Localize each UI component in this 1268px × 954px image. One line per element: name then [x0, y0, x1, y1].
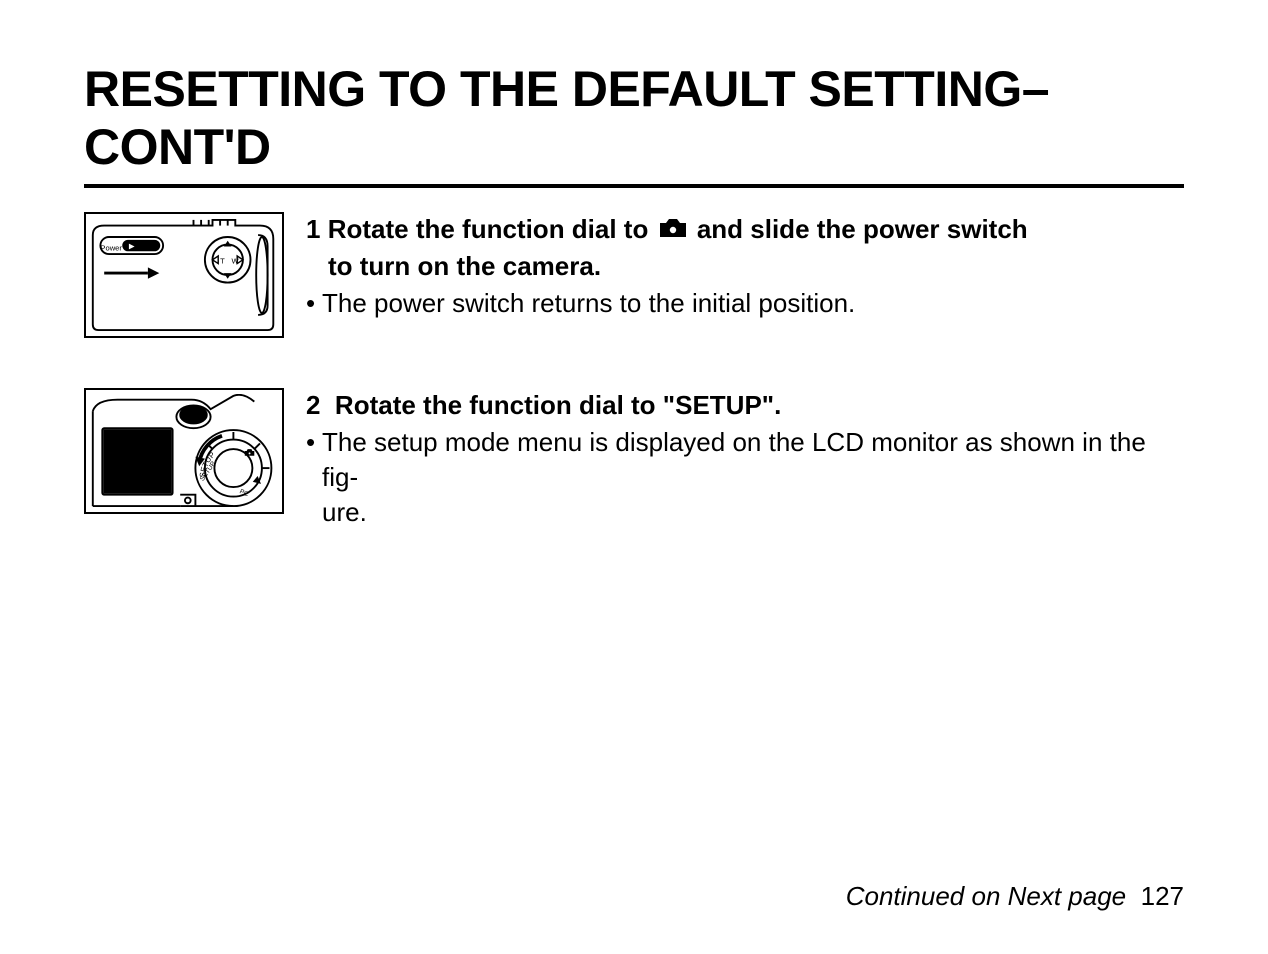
- svg-text:PC: PC: [238, 488, 250, 498]
- step-1-bullet-text: The power switch returns to the initial …: [322, 286, 1184, 321]
- step-2-bullet-line1: The setup mode menu is displayed on the …: [322, 425, 1184, 495]
- page-number: 127: [1141, 881, 1184, 911]
- step-1-head-part2: and slide the power switch: [697, 214, 1028, 244]
- page-title: RESETTING TO THE DEFAULT SETTING– CONT'D: [84, 60, 1184, 188]
- svg-text:W: W: [232, 257, 240, 266]
- step-2-text: 2 Rotate the function dial to "SETUP". •…: [306, 388, 1184, 530]
- step-2-bullet-text: The setup mode menu is displayed on the …: [322, 425, 1184, 530]
- step-1-text: 1 Rotate the function dial to and slide …: [306, 212, 1184, 321]
- step-1-num: 1: [306, 214, 320, 244]
- step-2-bullet: • The setup mode menu is displayed on th…: [306, 425, 1184, 530]
- step-1-illustration: Power T: [84, 212, 284, 338]
- step-1-head-part1: Rotate the function dial to: [328, 214, 649, 244]
- step-1-row: Power T: [84, 212, 1184, 338]
- step-1-bullet: • The power switch returns to the initia…: [306, 286, 1184, 321]
- step-1-heading: 1 Rotate the function dial to and slide …: [306, 212, 1184, 284]
- camera-back-illustration: Power T: [90, 218, 278, 332]
- step-2-bullet-line2: ure.: [322, 495, 1184, 530]
- step-2-row: SETUP SETUP PC: [84, 388, 1184, 530]
- continued-label: Continued on Next page: [846, 881, 1126, 911]
- step-1-head-line2: to turn on the camera.: [328, 249, 1184, 284]
- step-2-illustration: SETUP SETUP PC: [84, 388, 284, 514]
- step-2-heading: 2 Rotate the function dial to "SETUP".: [306, 388, 1184, 423]
- svg-text:Power: Power: [100, 243, 122, 252]
- step-2-num: 2: [306, 390, 320, 420]
- bullet-dot: •: [306, 425, 322, 530]
- step-2-head: Rotate the function dial to "SETUP".: [335, 390, 781, 420]
- camera-top-illustration: SETUP SETUP PC: [90, 394, 278, 508]
- page-footer: Continued on Next page 127: [846, 881, 1184, 912]
- camera-icon: [658, 214, 688, 249]
- bullet-dot: •: [306, 286, 322, 321]
- svg-text:T: T: [220, 257, 225, 266]
